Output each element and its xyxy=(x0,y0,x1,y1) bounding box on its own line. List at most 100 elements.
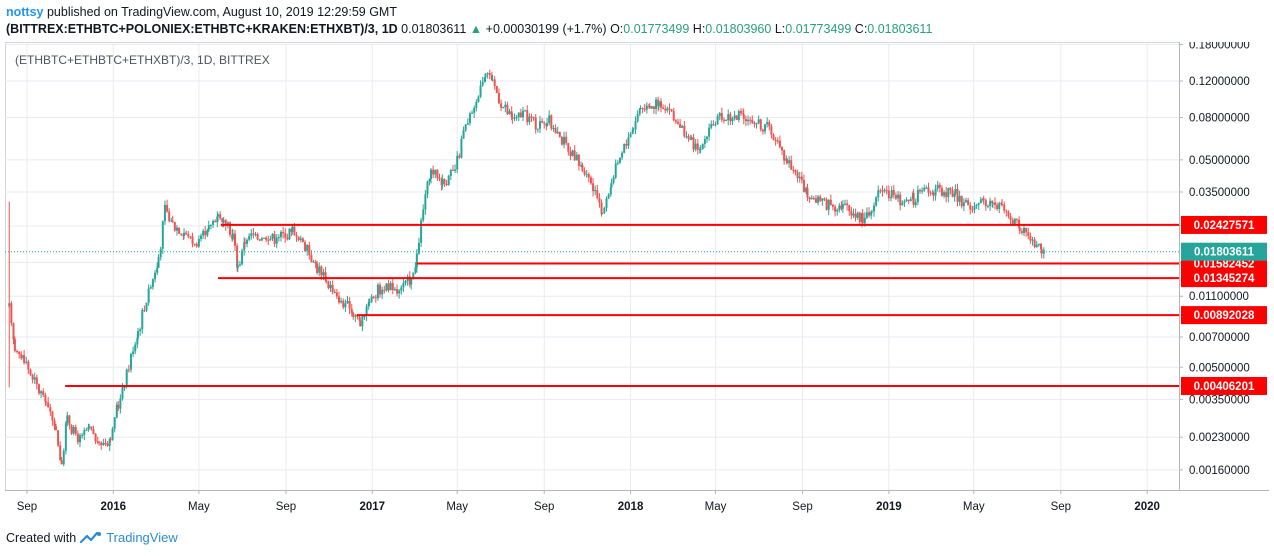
y-tick-label: 0.12000000 xyxy=(1189,76,1250,88)
symbol-title: (BITTREX:ETHBTC+POLONIEX:ETHBTC+KRAKEN:E… xyxy=(6,22,398,36)
candle-body xyxy=(825,199,828,210)
candle-body xyxy=(517,112,520,118)
candle-body xyxy=(256,234,259,240)
candle-body xyxy=(1011,220,1014,225)
candle-body xyxy=(1040,249,1043,254)
x-tick-label: May xyxy=(446,501,468,513)
candle-body xyxy=(778,140,781,148)
candle-body xyxy=(550,115,553,129)
price-chart[interactable]: (ETHBTC+ETHBTC+ETHXBT)/3, 1D, BITTREX 0.0… xyxy=(5,42,1269,520)
candle-body xyxy=(690,137,693,140)
candle-body xyxy=(973,205,976,210)
candle-body xyxy=(892,190,895,196)
candle-body xyxy=(451,169,454,171)
candle-body xyxy=(757,119,760,124)
candle-body xyxy=(909,199,912,201)
candle-body xyxy=(991,202,994,204)
candle-body xyxy=(458,155,461,158)
candle-body xyxy=(81,435,84,437)
candle-body xyxy=(350,308,353,313)
candle-body xyxy=(543,122,546,124)
candle-body xyxy=(668,108,671,110)
candle-body xyxy=(659,101,662,108)
candle-body xyxy=(189,236,192,238)
candle-body xyxy=(638,108,641,115)
candle-body xyxy=(454,169,457,171)
candle-body xyxy=(295,235,298,237)
candle-body xyxy=(263,237,266,239)
candle-body xyxy=(883,190,886,192)
candle-body xyxy=(137,331,140,338)
candle-body xyxy=(643,108,646,110)
candle-body xyxy=(231,233,234,240)
candle-body xyxy=(16,351,19,353)
candle-body xyxy=(98,441,101,443)
candle-body xyxy=(600,202,603,215)
candle-body xyxy=(580,165,583,167)
candle-body xyxy=(940,187,943,196)
candle-body xyxy=(312,261,315,263)
candle-body xyxy=(488,73,491,75)
candle-body xyxy=(800,176,803,180)
candle-body xyxy=(655,99,658,109)
candle-body xyxy=(193,243,196,245)
candle-body xyxy=(558,131,561,137)
candle-body xyxy=(958,195,961,202)
candle-body xyxy=(428,179,431,182)
candle-body xyxy=(456,155,459,170)
candle-body xyxy=(581,165,584,171)
candle-body xyxy=(243,242,246,244)
candle-body xyxy=(969,205,972,210)
candle-body xyxy=(238,264,241,266)
horizontal-level-price-badge xyxy=(1181,306,1267,325)
candle-body xyxy=(875,197,878,206)
candle-body xyxy=(396,289,399,294)
candle-body xyxy=(648,105,651,109)
candle-body xyxy=(938,184,941,188)
y-tick-label: 0.00500000 xyxy=(1189,362,1250,374)
candle-body xyxy=(510,111,513,118)
ohlc-line: (BITTREX:ETHBTC+POLONIEX:ETHBTC+KRAKEN:E… xyxy=(6,21,932,38)
candle-body xyxy=(827,199,830,210)
y-tick-label: 0.03500000 xyxy=(1189,187,1250,199)
candle-body xyxy=(132,351,135,354)
candle-body xyxy=(173,221,176,231)
candle-body xyxy=(250,233,253,236)
candle-body xyxy=(921,190,924,192)
candle-body xyxy=(563,136,566,145)
candle-body xyxy=(742,113,745,115)
candle-body xyxy=(318,266,321,273)
tradingview-brand-link[interactable]: TradingView xyxy=(106,530,178,545)
author-link[interactable]: nottsy xyxy=(6,5,44,19)
y-tick-label: 0.00160000 xyxy=(1189,465,1250,477)
candle-body xyxy=(258,239,261,241)
candle-body xyxy=(672,111,675,121)
candle-body xyxy=(246,239,249,244)
candle-body xyxy=(136,337,139,345)
candle-body xyxy=(415,253,418,268)
candle-body xyxy=(718,113,721,117)
horizontal-level-price-label: 0.02427571 xyxy=(1194,220,1255,232)
candle-body xyxy=(141,310,144,330)
candle-body xyxy=(441,178,444,186)
x-tick-label: May xyxy=(705,501,727,513)
candle-body xyxy=(720,113,723,120)
candle-body xyxy=(850,211,853,216)
candle-body xyxy=(424,194,427,210)
candle-body xyxy=(536,128,539,130)
candle-body xyxy=(40,391,43,394)
candle-body xyxy=(1037,243,1040,245)
candle-body xyxy=(335,292,338,297)
candle-body xyxy=(260,238,263,241)
candle-body xyxy=(692,137,695,150)
candle-body xyxy=(703,139,706,145)
candle-body xyxy=(583,170,586,175)
candle-body xyxy=(901,202,904,206)
publish-line: nottsy published on TradingView.com, Aug… xyxy=(6,4,932,21)
candle-body xyxy=(497,92,500,104)
candle-body xyxy=(185,232,188,235)
candle-body xyxy=(338,296,341,303)
chart-area[interactable]: (ETHBTC+ETHBTC+ETHXBT)/3, 1D, BITTREX 0.0… xyxy=(5,42,1269,520)
candle-body xyxy=(96,441,99,443)
candle-body xyxy=(163,204,166,222)
